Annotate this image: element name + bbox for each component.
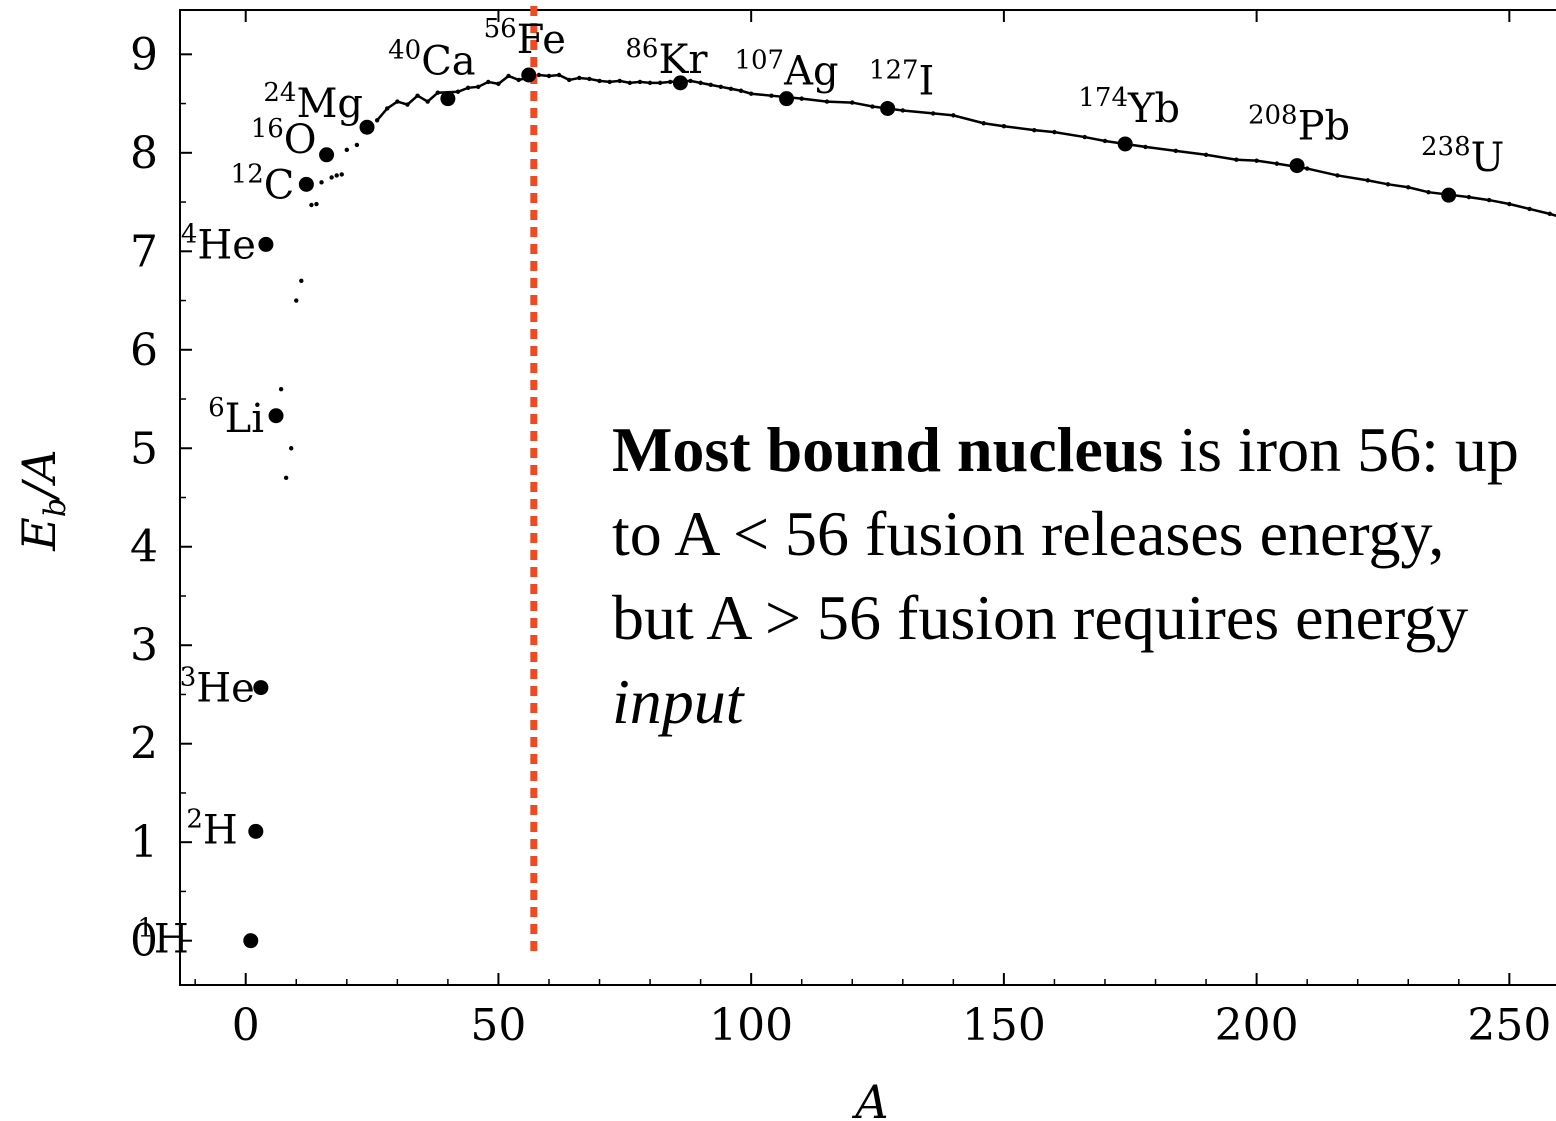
x-axis: 0 50 100 150 200 250 <box>194 10 1551 1051</box>
x-axis-title: A <box>851 1075 888 1121</box>
y-tick-label: 3 <box>130 620 158 671</box>
y-tick-label: 1 <box>130 817 158 868</box>
x-tick-label: 200 <box>1215 1000 1299 1051</box>
nuclide-point <box>278 386 284 392</box>
nuclide-point <box>283 475 289 481</box>
nuclide-point <box>344 147 349 153</box>
nucleus-marker-ca-40 <box>440 91 456 107</box>
nucleus-label-pb-208: 208Pb <box>1248 101 1350 150</box>
nucleus-label-ca-40: 40Ca <box>388 36 476 85</box>
nucleus-label-kr-86: 86Kr <box>625 34 708 83</box>
binding-energy-curve <box>278 72 1556 481</box>
nucleus-label-he-4: 4He <box>181 219 256 268</box>
nuclide-point <box>294 298 299 303</box>
y-tick-label: 7 <box>130 226 158 277</box>
annotation-body: is iron 56: up to A < 56 fusion releases… <box>612 414 1519 653</box>
nucleus-label-fe-56: 56Fe <box>484 14 566 63</box>
nucleus-marker-li-6 <box>268 408 284 424</box>
annotation-bold: Most bound nucleus <box>612 414 1164 485</box>
nucleus-label-c-12: 12C <box>231 159 295 208</box>
nucleus-marker-mg-24 <box>359 119 375 135</box>
x-tick-label: 150 <box>962 1000 1046 1051</box>
y-tick-label: 5 <box>130 423 158 474</box>
nuclide-point <box>354 142 360 148</box>
x-tick-label: 250 <box>1467 1000 1551 1051</box>
nucleus-marker-yb-174 <box>1117 136 1133 152</box>
nuclide-point <box>339 172 344 177</box>
nucleus-label-h-2: 2H <box>186 804 237 853</box>
nucleus-marker-kr-86 <box>672 75 688 91</box>
y-tick-label: 4 <box>130 522 158 573</box>
nucleus-label-he-3: 3He <box>180 663 255 712</box>
nucleus-label-u-238: 238U <box>1421 132 1504 181</box>
nuclide-point <box>329 175 334 180</box>
nucleus-marker-h-2 <box>248 823 264 839</box>
x-tick-label: 100 <box>709 1000 793 1051</box>
y-tick-label: 2 <box>130 719 158 770</box>
nucleus-label-o-16: 16O <box>251 114 317 163</box>
nuclide-point <box>299 278 304 284</box>
nucleus-label-ag-107: 107Ag <box>734 46 838 95</box>
nucleus-marker-h-1 <box>243 933 259 949</box>
nucleus-marker-he-4 <box>258 236 274 252</box>
nuclide-point <box>309 202 314 208</box>
annotation-text: Most bound nucleus is iron 56: up to A <… <box>612 408 1542 744</box>
nucleus-marker-he-3 <box>253 680 269 696</box>
y-tick-label: 9 <box>130 29 158 80</box>
y-tick-label: 0 <box>130 916 158 967</box>
x-tick-label: 50 <box>470 1000 526 1051</box>
nuclide-point <box>289 446 294 451</box>
nuclide-point <box>319 180 324 185</box>
nuclide-point <box>334 173 339 178</box>
nuclide-point <box>314 201 319 207</box>
nucleus-marker-c-12 <box>298 176 314 192</box>
nucleus-label-li-6: 6Li <box>208 393 264 442</box>
y-tick-label: 8 <box>130 128 158 179</box>
nucleus-label-i-127: 127I <box>869 55 934 104</box>
nucleus-label-h-1: 1H <box>137 914 188 963</box>
y-axis-title: Eb/A <box>12 449 73 552</box>
annotation-italic: input <box>612 666 744 737</box>
y-axis: 0 1 2 3 4 5 6 7 8 9 <box>130 29 192 967</box>
x-tick-label: 0 <box>232 1000 260 1051</box>
nucleus-marker-ag-107 <box>779 91 795 107</box>
curve-trend-line <box>376 73 1556 217</box>
nucleus-label-yb-174: 174Yb <box>1078 83 1180 132</box>
nucleus-label-mg-24: 24Mg <box>263 78 363 127</box>
nucleus-marker-o-16 <box>319 147 335 163</box>
nucleus-marker-u-238 <box>1441 187 1457 203</box>
nucleus-marker-pb-208 <box>1289 158 1305 174</box>
y-tick-label: 6 <box>130 325 158 376</box>
nucleus-marker-i-127 <box>880 100 896 116</box>
nucleus-marker-fe-56 <box>521 67 537 83</box>
